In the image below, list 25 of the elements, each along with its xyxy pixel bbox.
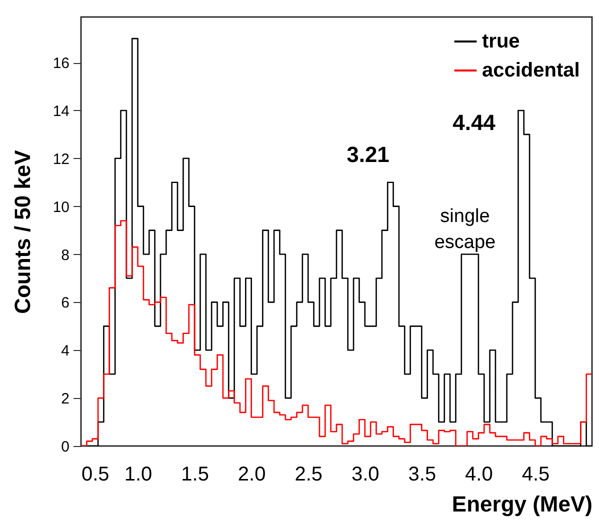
- legend-label: accidental: [482, 60, 580, 82]
- y-tick-label: 8: [61, 246, 70, 264]
- y-tick-label: 12: [52, 150, 70, 168]
- y-tick-label: 6: [61, 294, 70, 312]
- y-tick-label: 14: [52, 102, 70, 120]
- y-axis-title: Counts / 50 keV: [10, 150, 35, 314]
- x-tick-label: 0.5: [82, 464, 110, 486]
- x-tick-label: 1.0: [124, 464, 152, 486]
- y-tick-label: 2: [61, 390, 70, 408]
- annotation: single escape: [434, 206, 496, 253]
- x-tick-label: 4.5: [522, 464, 550, 486]
- y-tick-label: 4: [61, 342, 70, 360]
- annotation: 4.44: [452, 110, 496, 135]
- x-axis-title: Energy (MeV): [452, 492, 592, 516]
- legend-label: true: [482, 30, 520, 52]
- x-tick-label: 2.0: [238, 464, 266, 486]
- y-tick-label: 0: [61, 438, 70, 456]
- annotation: 3.21: [346, 142, 390, 167]
- x-tick-label: 3.0: [351, 464, 380, 486]
- y-tick-label: 10: [52, 198, 70, 216]
- x-tick-label: 1.5: [181, 464, 209, 486]
- x-tick-label: 3.5: [408, 464, 436, 486]
- y-tick-label: 16: [52, 55, 70, 72]
- x-tick-label: 4.0: [465, 464, 493, 486]
- x-tick-label: 2.5: [294, 464, 323, 486]
